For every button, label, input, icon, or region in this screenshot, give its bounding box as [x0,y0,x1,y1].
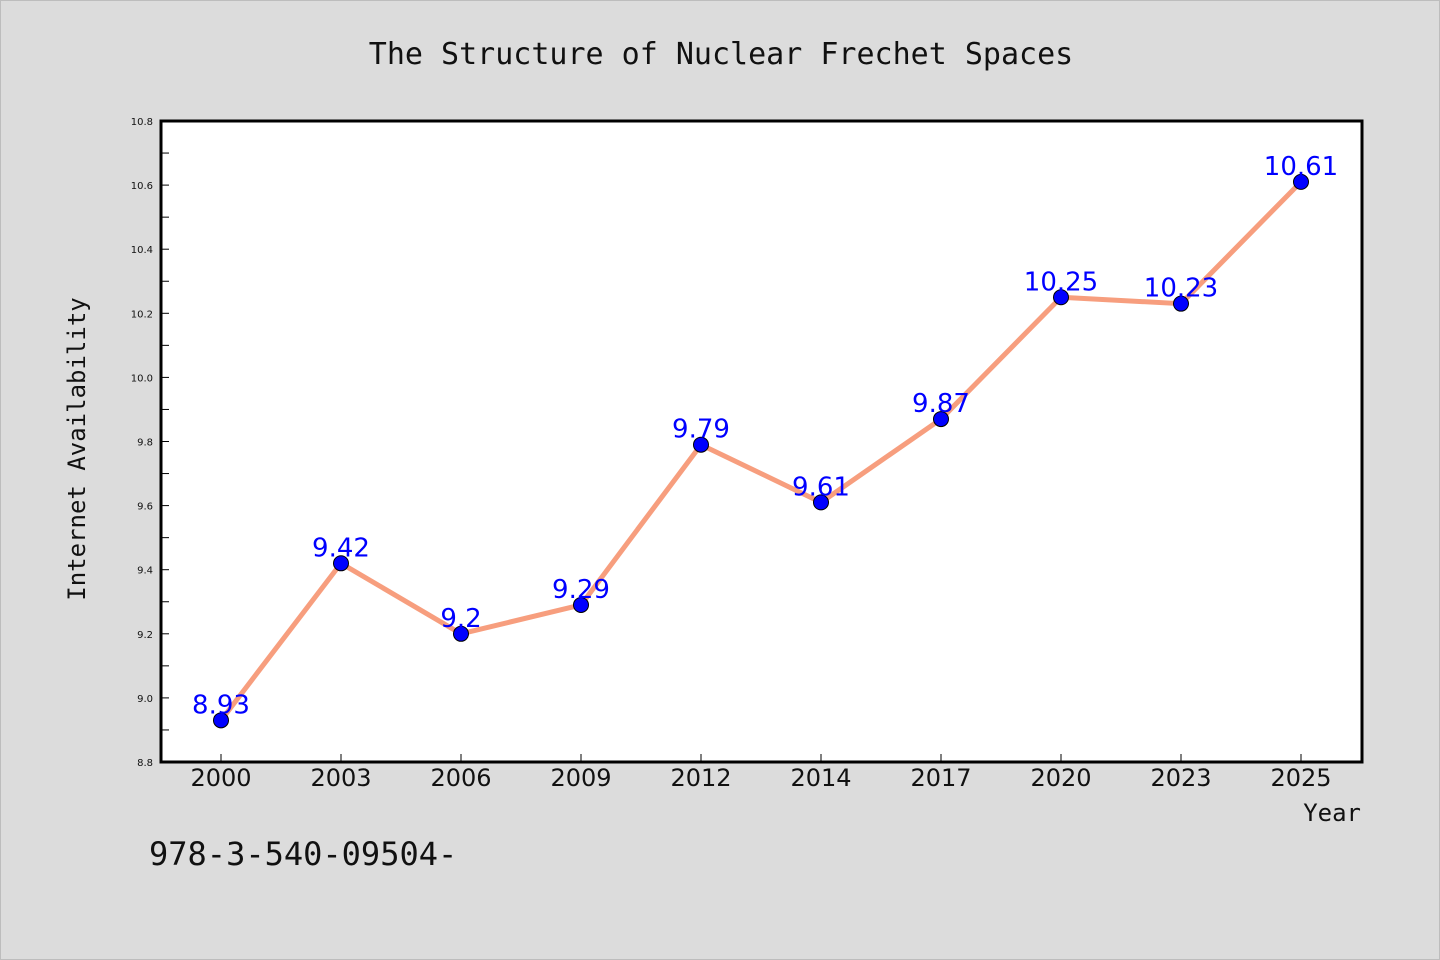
data-labels: 8.93 9.42 9.2 9.29 9.79 9.61 9.87 10.25 10.23 10.… [192,152,1338,720]
y-tick-label: 10.2 [131,309,153,320]
x-tick-label: 2023 [1150,764,1211,792]
data-point [1293,173,1309,190]
data-label: 9.2 [440,604,481,634]
data-label: 10.23 [1144,274,1218,304]
data-label: 9.61 [792,472,850,502]
footer-text: 978-3-540-09504- [149,835,457,873]
data-point [933,411,949,428]
data-point [1173,295,1189,312]
y-tick-label: 9.4 [137,566,153,577]
x-tick-label: 2017 [910,764,971,792]
data-label: 9.79 [672,415,730,445]
y-tick-label: 9.8 [137,438,153,449]
x-tick-label: 2000 [190,764,251,792]
x-tick-label: 2003 [310,764,371,792]
data-point [1053,289,1069,306]
y-tick-label: 8.8 [137,758,153,769]
x-tick-label: 2020 [1030,764,1091,792]
y-tick-label: 10.6 [131,181,153,192]
x-tick-label: 2025 [1270,764,1331,792]
y-axis-label: Internet Availability [63,297,91,600]
y-tick-label: 10.4 [131,245,153,256]
data-point [693,436,709,453]
x-tick-label: 2012 [670,764,731,792]
series-line [218,179,1304,723]
chart-title: The Structure of Nuclear Frechet Spaces [369,37,1073,72]
data-point [453,625,469,642]
data-label: 10.61 [1264,152,1338,182]
data-point [813,494,829,511]
x-axis-ticks: 2000 2003 2006 2009 2012 2014 2017 2020 2023 2025 [190,754,1332,792]
data-label: 9.42 [312,533,370,563]
x-axis-label: Year [1303,799,1361,827]
y-tick-label: 9.6 [137,502,153,513]
series-group [213,173,1309,729]
x-tick-label: 2014 [790,764,851,792]
data-point [573,596,589,613]
data-label: 10.25 [1024,267,1098,297]
y-tick-label: 9.2 [137,630,153,641]
data-point [213,712,229,729]
data-point [333,555,349,572]
y-tick-label: 10.8 [131,117,153,128]
data-label: 8.93 [192,690,250,720]
y-axis-ticks: 8.8 9.0 9.2 9.4 9.6 9.8 10.0 10.2 10.4 10.6 10.8 [131,117,169,769]
x-tick-label: 2006 [430,764,491,792]
data-label: 9.87 [912,389,970,419]
plot-area [159,119,1364,764]
y-tick-label: 9.0 [137,694,153,705]
y-tick-label: 10.0 [131,373,153,384]
data-label: 9.29 [552,575,610,605]
x-tick-label: 2009 [550,764,611,792]
